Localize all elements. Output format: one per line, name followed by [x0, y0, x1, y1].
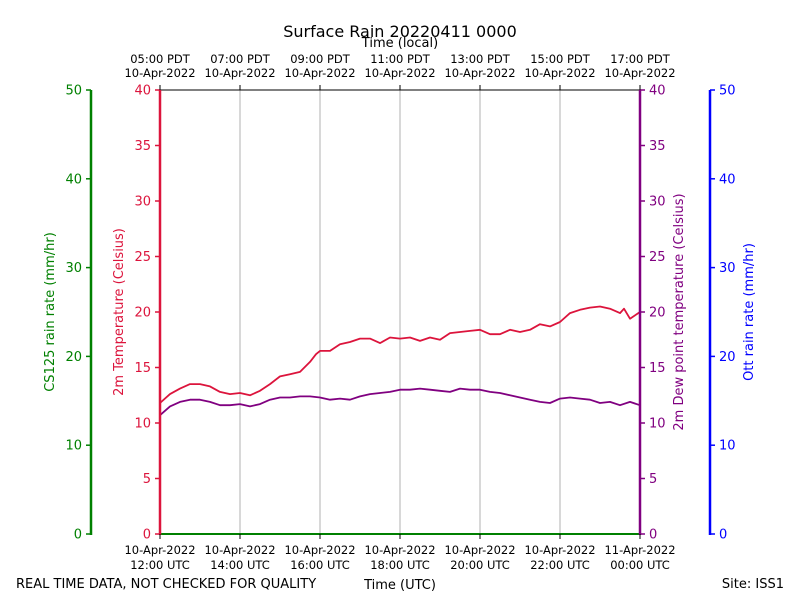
temp-tick-label: 15 — [134, 361, 151, 376]
x-tick-label-local-date: 10-Apr-2022 — [124, 66, 195, 80]
x-tick-label-utc-date: 10-Apr-2022 — [124, 543, 195, 557]
ott-axis-label: Ott rain rate (mm/hr) — [742, 243, 757, 381]
temp-axis-label: 2m Temperature (Celsius) — [112, 228, 127, 396]
x-tick-label-utc-date: 10-Apr-2022 — [524, 543, 595, 557]
x-tick-label-local-date: 10-Apr-2022 — [284, 66, 355, 80]
dew-tick-label: 20 — [649, 306, 666, 321]
dew-tick-label: 15 — [649, 361, 666, 376]
x-tick-label-utc-time: 20:00 UTC — [450, 558, 510, 572]
x-tick-label-local-date: 10-Apr-2022 — [364, 66, 435, 80]
vertical-gridlines — [239, 90, 561, 534]
dew-tick-label: 35 — [649, 139, 666, 154]
x-tick-label-local-date: 10-Apr-2022 — [444, 66, 515, 80]
ott-tick-label: 0 — [719, 528, 727, 543]
site-label: Site: ISS1 — [722, 577, 784, 592]
x-tick-label-local-date: 10-Apr-2022 — [204, 66, 275, 80]
2m-dew-point-temperature-line — [159, 387, 641, 416]
temp-tick-label: 5 — [143, 472, 151, 487]
dew-tick-label: 30 — [649, 195, 666, 210]
x-tick-label-local-time: 05:00 PDT — [130, 52, 191, 66]
quality-disclaimer: REAL TIME DATA, NOT CHECKED FOR QUALITY — [16, 577, 316, 592]
dew-tick-label: 10 — [649, 417, 666, 432]
dew-axis: 0 5 10 15 20 25 30 35 40 2m Dew point temperature… — [638, 84, 687, 543]
x-tick-label-utc-time: 22:00 UTC — [530, 558, 590, 572]
dew-tick-label: 25 — [649, 250, 666, 265]
ott-tick-label: 20 — [719, 350, 736, 365]
cs125-tick-label: 20 — [65, 350, 82, 365]
temp-tick-label: 0 — [143, 528, 151, 543]
x-tick-label-utc-time: 14:00 UTC — [210, 558, 270, 572]
x-tick-label-utc-date: 10-Apr-2022 — [204, 543, 275, 557]
x-tick-label-utc-time: 00:00 UTC — [610, 558, 670, 572]
x-tick-label-local-time: 09:00 PDT — [290, 52, 351, 66]
temp-tick-label: 10 — [134, 417, 151, 432]
temp-tick-label: 20 — [134, 306, 151, 321]
temp-tick-label: 40 — [134, 84, 151, 99]
x-tick-label-local-time: 15:00 PDT — [530, 52, 591, 66]
top-axis-label: Time (local) — [361, 36, 438, 51]
ott-tick-label: 30 — [719, 261, 736, 276]
temp-tick-label: 30 — [134, 195, 151, 210]
cs125-tick-label: 10 — [65, 439, 82, 454]
cs125-tick-label: 30 — [65, 261, 82, 276]
x-tick-label-local-date: 10-Apr-2022 — [524, 66, 595, 80]
x-tick-label-utc-date: 10-Apr-2022 — [284, 543, 355, 557]
temp-tick-label: 25 — [134, 250, 151, 265]
x-tick-label-utc-date: 11-Apr-2022 — [604, 543, 675, 557]
x-tick-label-utc-time: 16:00 UTC — [290, 558, 350, 572]
dew-tick-label: 5 — [649, 472, 657, 487]
dew-tick-label: 0 — [649, 528, 657, 543]
ott-axis: 0 10 20 30 40 50 Ott rain rate (mm/hr) — [708, 84, 757, 543]
x-tick-label-local-date: 10-Apr-2022 — [604, 66, 675, 80]
x-tick-label-utc-date: 10-Apr-2022 — [364, 543, 435, 557]
cs125-tick-label: 40 — [65, 172, 82, 187]
x-tick-label-local-time: 13:00 PDT — [450, 52, 511, 66]
dew-axis-label: 2m Dew point temperature (Celsius) — [672, 193, 687, 430]
temp-tick-label: 35 — [134, 139, 151, 154]
series-layer — [159, 305, 641, 416]
x-tick-label-local-time: 07:00 PDT — [210, 52, 271, 66]
cs125-tick-label: 50 — [65, 84, 82, 99]
cs125-axis: 0 10 20 30 40 50 CS125 rain rate (mm/hr) — [43, 84, 93, 543]
2m-temperature-line — [159, 305, 641, 404]
x-tick-label-utc-time: 12:00 UTC — [130, 558, 190, 572]
ott-tick-label: 50 — [719, 84, 736, 99]
bottom-axis-label: Time (UTC) — [363, 578, 436, 593]
x-tick-label-local-time: 17:00 PDT — [610, 52, 671, 66]
ott-tick-label: 10 — [719, 439, 736, 454]
ott-tick-label: 40 — [719, 172, 736, 187]
x-tick-label-utc-date: 10-Apr-2022 — [444, 543, 515, 557]
cs125-tick-label: 0 — [74, 528, 82, 543]
temp-axis: 0 5 10 15 20 25 30 35 40 2m Temperature (Celsius) — [112, 84, 162, 543]
x-tick-label-local-time: 11:00 PDT — [370, 52, 431, 66]
chart-title: Surface Rain 20220411 0000 — [283, 22, 517, 41]
dew-tick-label: 40 — [649, 84, 666, 99]
cs125-axis-label: CS125 rain rate (mm/hr) — [43, 232, 58, 392]
x-tick-label-utc-time: 18:00 UTC — [370, 558, 430, 572]
